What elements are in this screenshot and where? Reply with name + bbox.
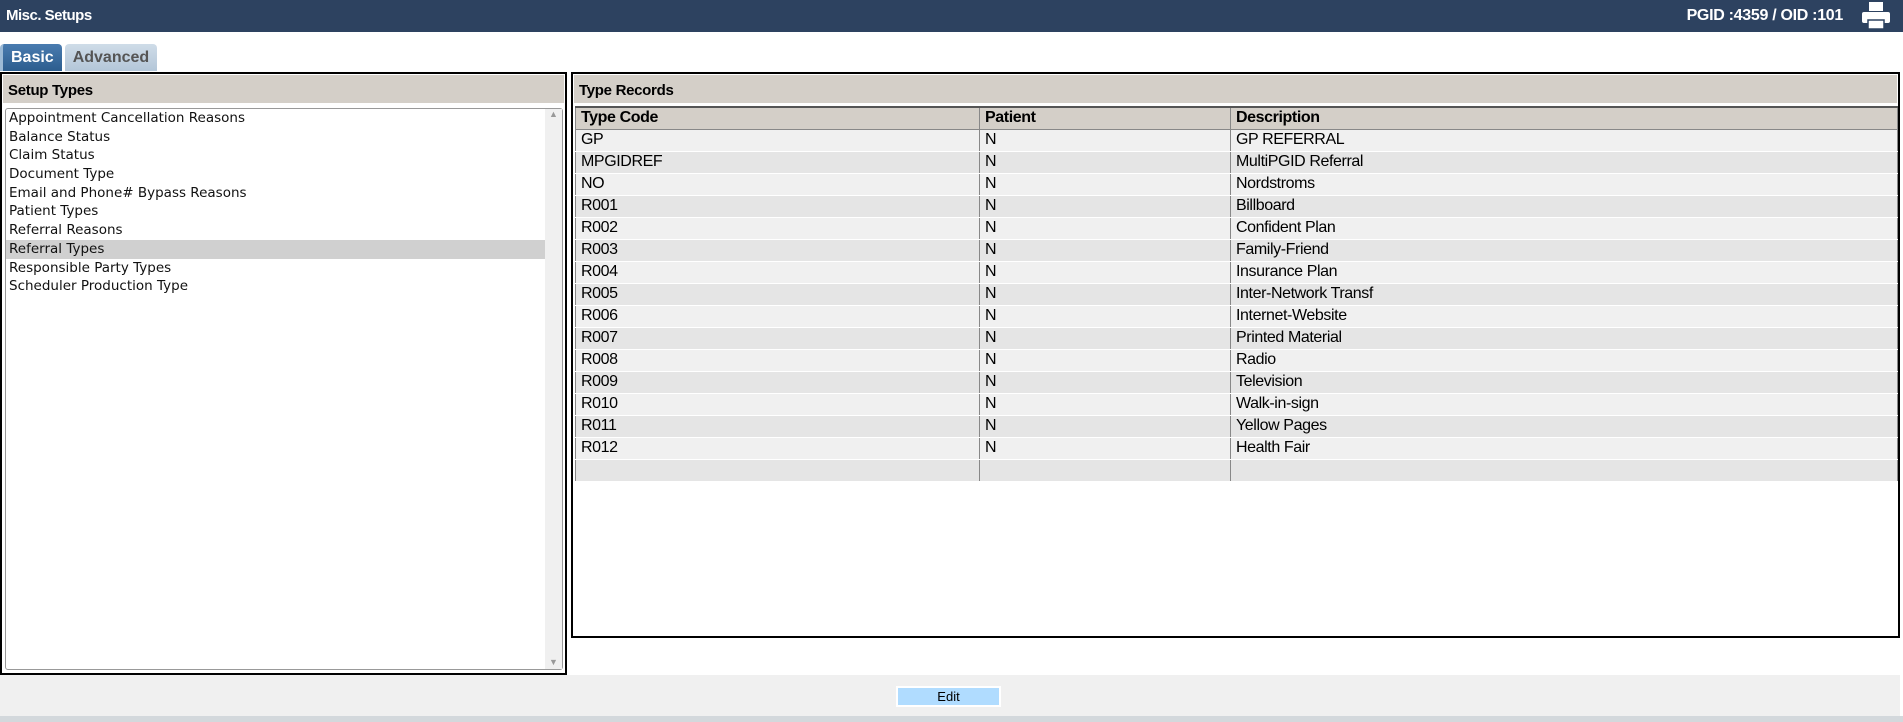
scrollbar[interactable]: ▲ ▼ — [545, 109, 562, 669]
column-header-type-code[interactable]: Type Code — [575, 106, 980, 130]
cell-patient: N — [979, 393, 1231, 416]
cell-description: Insurance Plan — [1230, 261, 1898, 284]
cell-description: Confident Plan — [1230, 217, 1898, 240]
printer-icon[interactable] — [1861, 2, 1891, 30]
cell-type-code: R001 — [575, 195, 980, 218]
cell-description — [1230, 459, 1898, 482]
cell-type-code — [575, 459, 980, 482]
cell-description: Billboard — [1230, 195, 1898, 218]
cell-patient: N — [979, 217, 1231, 240]
cell-patient: N — [979, 129, 1231, 152]
cell-patient: N — [979, 327, 1231, 350]
table-row[interactable]: MPGIDREF N MultiPGID Referral — [575, 151, 1898, 174]
cell-type-code: R007 — [575, 327, 980, 350]
table-row[interactable]: R001 N Billboard — [575, 195, 1898, 218]
cell-patient: N — [979, 283, 1231, 306]
list-item[interactable]: Patient Types — [9, 203, 99, 220]
list-item[interactable]: Referral Types — [6, 239, 546, 259]
footer-bar: Edit — [0, 675, 1900, 716]
setup-types-panel: Setup Types Appointment Cancellation Rea… — [0, 72, 567, 675]
cell-type-code: R011 — [575, 415, 980, 438]
type-records-table: Type Code Patient Description GP N GP REFE… — [575, 106, 1898, 482]
list-item[interactable]: Referral Reasons — [9, 222, 123, 239]
table-row[interactable]: R008 N Radio — [575, 349, 1898, 372]
cell-description: Printed Material — [1230, 327, 1898, 350]
cell-description: Yellow Pages — [1230, 415, 1898, 438]
scroll-down-icon[interactable]: ▼ — [549, 657, 558, 667]
cell-type-code: R009 — [575, 371, 980, 394]
cell-type-code: R006 — [575, 305, 980, 328]
cell-description: GP REFERRAL — [1230, 129, 1898, 152]
tab-basic[interactable]: Basic — [0, 44, 62, 71]
tab-bar: Basic Advanced — [0, 44, 160, 71]
cell-description: Television — [1230, 371, 1898, 394]
cell-patient: N — [979, 151, 1231, 174]
list-item[interactable]: Scheduler Production Type — [9, 278, 189, 295]
cell-patient: N — [979, 173, 1231, 196]
title-bar: Misc. Setups PGID :4359 / OID :101 — [0, 0, 1903, 32]
list-item[interactable]: Document Type — [9, 166, 115, 183]
list-item[interactable]: Responsible Party Types — [9, 259, 172, 276]
list-item[interactable]: Balance Status — [9, 128, 111, 145]
table-row[interactable]: R011 N Yellow Pages — [575, 415, 1898, 438]
page-title: Misc. Setups — [6, 7, 92, 24]
cell-type-code: R008 — [575, 349, 980, 372]
cell-description: Family-Friend — [1230, 239, 1898, 262]
list-item[interactable]: Email and Phone# Bypass Reasons — [9, 184, 247, 201]
cell-description: MultiPGID Referral — [1230, 151, 1898, 174]
table-row[interactable]: R004 N Insurance Plan — [575, 261, 1898, 284]
cell-type-code: R004 — [575, 261, 980, 284]
scroll-up-icon[interactable]: ▲ — [549, 109, 558, 119]
table-row[interactable]: R010 N Walk-in-sign — [575, 393, 1898, 416]
setup-types-list[interactable]: Appointment Cancellation Reasons Balance … — [5, 108, 563, 670]
cell-type-code: R002 — [575, 217, 980, 240]
cell-type-code: R012 — [575, 437, 980, 460]
cell-description: Health Fair — [1230, 437, 1898, 460]
tab-advanced[interactable]: Advanced — [64, 44, 158, 71]
list-item[interactable]: Claim Status — [9, 147, 95, 164]
cell-patient: N — [979, 415, 1231, 438]
cell-type-code: R003 — [575, 239, 980, 262]
cell-type-code: GP — [575, 129, 980, 152]
cell-description: Walk-in-sign — [1230, 393, 1898, 416]
cell-patient: N — [979, 195, 1231, 218]
table-row[interactable]: R002 N Confident Plan — [575, 217, 1898, 240]
cell-patient: N — [979, 261, 1231, 284]
cell-type-code: R005 — [575, 283, 980, 306]
table-row[interactable]: NO N Nordstroms — [575, 173, 1898, 196]
cell-patient: N — [979, 239, 1231, 262]
table-row[interactable]: R006 N Internet-Website — [575, 305, 1898, 328]
bottom-strip — [0, 716, 1903, 722]
cell-description: Nordstroms — [1230, 173, 1898, 196]
type-records-panel: Type Records Type Code Patient Descripti… — [571, 72, 1900, 638]
cell-description: Internet-Website — [1230, 305, 1898, 328]
cell-type-code: MPGIDREF — [575, 151, 980, 174]
cell-type-code: NO — [575, 173, 980, 196]
cell-type-code: R010 — [575, 393, 980, 416]
list-item[interactable]: Appointment Cancellation Reasons — [9, 110, 245, 126]
cell-patient: N — [979, 371, 1231, 394]
table-row[interactable]: R003 N Family-Friend — [575, 239, 1898, 262]
column-header-description[interactable]: Description — [1230, 106, 1898, 130]
table-row[interactable]: R007 N Printed Material — [575, 327, 1898, 350]
cell-description: Inter-Network Transf — [1230, 283, 1898, 306]
type-records-heading: Type Records — [573, 74, 1898, 104]
setup-types-heading: Setup Types — [2, 74, 565, 104]
cell-patient — [979, 459, 1231, 482]
table-row[interactable]: R012 N Health Fair — [575, 437, 1898, 460]
cell-description: Radio — [1230, 349, 1898, 372]
edit-button[interactable]: Edit — [896, 686, 1001, 707]
cell-patient: N — [979, 349, 1231, 372]
column-header-patient[interactable]: Patient — [979, 106, 1231, 130]
table-row[interactable]: R009 N Television — [575, 371, 1898, 394]
pgid-oid-label: PGID :4359 / OID :101 — [1686, 7, 1844, 24]
table-row[interactable] — [575, 459, 1898, 482]
cell-patient: N — [979, 305, 1231, 328]
cell-patient: N — [979, 437, 1231, 460]
table-row[interactable]: GP N GP REFERRAL — [575, 129, 1898, 152]
table-row[interactable]: R005 N Inter-Network Transf — [575, 283, 1898, 306]
